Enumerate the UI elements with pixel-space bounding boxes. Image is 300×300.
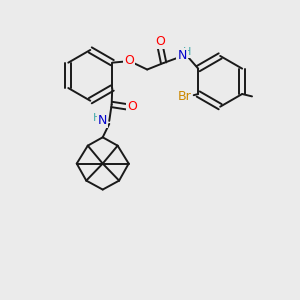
- Text: O: O: [127, 100, 137, 113]
- Text: Br: Br: [177, 90, 191, 103]
- Text: O: O: [124, 54, 134, 67]
- Text: N: N: [177, 49, 187, 62]
- Text: H: H: [183, 47, 191, 57]
- Text: N: N: [98, 114, 107, 128]
- Text: H: H: [92, 113, 101, 124]
- Text: O: O: [155, 35, 165, 48]
